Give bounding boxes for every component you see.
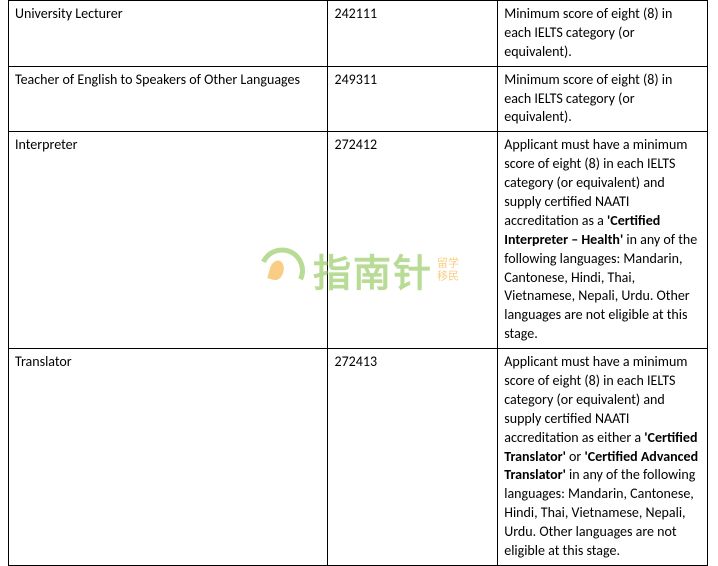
requirement-cell: Minimum score of eight (8) in each IELTS… [498,1,708,67]
requirement-text-span: Minimum score of eight (8) in each IELTS… [504,71,672,126]
occupations-table: University Lecturer242111Minimum score o… [8,0,708,566]
table-row: Interpreter272412Applicant must have a m… [9,132,708,349]
occupation-cell: Teacher of English to Speakers of Other … [9,66,328,132]
occupation-cell: University Lecturer [9,1,328,67]
requirement-cell: Applicant must have a minimum score of e… [498,132,708,349]
requirement-text-span: or [566,448,585,465]
table-body: University Lecturer242111Minimum score o… [9,1,708,566]
table-row: University Lecturer242111Minimum score o… [9,1,708,67]
table-row: Teacher of English to Speakers of Other … [9,66,708,132]
occupation-cell: Interpreter [9,132,328,349]
table-row: Translator272413Applicant must have a mi… [9,349,708,566]
code-cell: 249311 [328,66,498,132]
occupation-cell: Translator [9,349,328,566]
code-cell: 242111 [328,1,498,67]
requirement-cell: Applicant must have a minimum score of e… [498,349,708,566]
requirement-text-span: Minimum score of eight (8) in each IELTS… [504,5,672,60]
code-cell: 272413 [328,349,498,566]
requirement-cell: Minimum score of eight (8) in each IELTS… [498,66,708,132]
code-cell: 272412 [328,132,498,349]
